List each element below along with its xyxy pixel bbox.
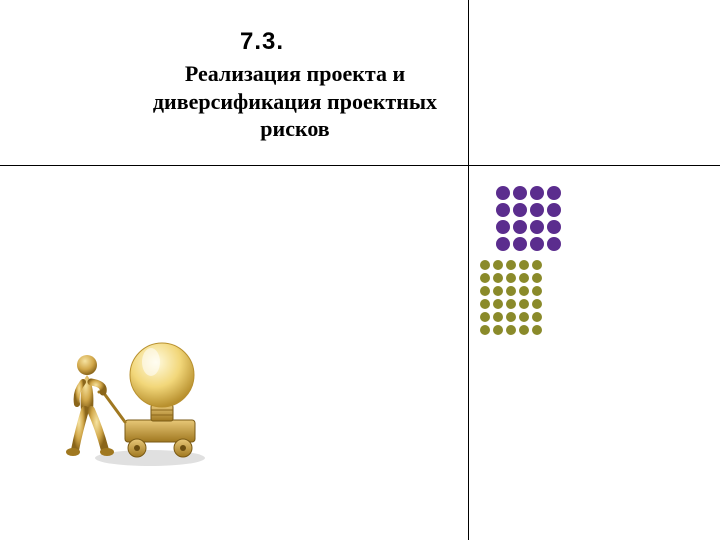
decorative-dot bbox=[532, 299, 542, 309]
dot-grid-purple bbox=[496, 186, 561, 251]
decorative-dot bbox=[506, 273, 516, 283]
decorative-dot bbox=[506, 299, 516, 309]
decorative-dot bbox=[496, 186, 510, 200]
decorative-dot bbox=[532, 325, 542, 335]
section-number: 7.3. bbox=[240, 28, 284, 56]
decorative-dot bbox=[532, 260, 542, 270]
decorative-dot bbox=[519, 260, 529, 270]
decorative-dot bbox=[480, 286, 490, 296]
decorative-dot bbox=[480, 312, 490, 322]
decorative-dot bbox=[519, 325, 529, 335]
decorative-dot bbox=[519, 312, 529, 322]
decorative-dot bbox=[530, 203, 544, 217]
decorative-dot bbox=[530, 220, 544, 234]
decorative-dot bbox=[547, 203, 561, 217]
decorative-dot bbox=[519, 299, 529, 309]
decorative-dot bbox=[493, 286, 503, 296]
decorative-dot bbox=[493, 299, 503, 309]
title-line-2: диверсификация проектных bbox=[120, 88, 470, 116]
decorative-dot bbox=[547, 237, 561, 251]
decorative-dot bbox=[493, 325, 503, 335]
gold-mannequin-lightbulb-cart-icon bbox=[65, 310, 225, 470]
decorative-dot bbox=[547, 220, 561, 234]
decorative-dot bbox=[530, 186, 544, 200]
decorative-dot bbox=[506, 325, 516, 335]
decorative-dot bbox=[547, 186, 561, 200]
decorative-dot bbox=[513, 186, 527, 200]
decorative-dot bbox=[532, 273, 542, 283]
decorative-dot bbox=[480, 325, 490, 335]
vertical-divider bbox=[468, 0, 469, 540]
decorative-dot bbox=[506, 260, 516, 270]
decorative-dot bbox=[513, 237, 527, 251]
decorative-dot bbox=[493, 273, 503, 283]
decorative-dot bbox=[530, 237, 544, 251]
decorative-dot bbox=[506, 312, 516, 322]
decorative-dot bbox=[496, 220, 510, 234]
slide-title: Реализация проекта и диверсификация прое… bbox=[120, 60, 470, 143]
dot-grid-olive bbox=[480, 260, 542, 335]
decorative-dot bbox=[480, 273, 490, 283]
decorative-dot bbox=[506, 286, 516, 296]
decorative-dot bbox=[532, 286, 542, 296]
decorative-dot bbox=[532, 312, 542, 322]
decorative-dot bbox=[519, 273, 529, 283]
decorative-dot bbox=[513, 203, 527, 217]
decorative-dot bbox=[496, 203, 510, 217]
title-line-3: рисков bbox=[120, 115, 470, 143]
horizontal-divider bbox=[0, 165, 720, 166]
decorative-dot bbox=[513, 220, 527, 234]
decorative-dot bbox=[480, 299, 490, 309]
decorative-dot bbox=[496, 237, 510, 251]
slide-container: 7.3. Реализация проекта и диверсификация… bbox=[0, 0, 720, 540]
decorative-dot bbox=[493, 260, 503, 270]
title-line-1: Реализация проекта и bbox=[120, 60, 470, 88]
decorative-dot bbox=[519, 286, 529, 296]
decorative-dot bbox=[493, 312, 503, 322]
decorative-dot bbox=[480, 260, 490, 270]
